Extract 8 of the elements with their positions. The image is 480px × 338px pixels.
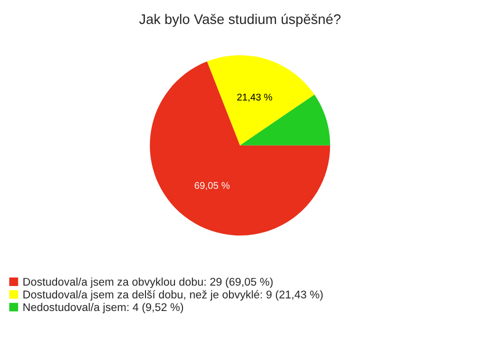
pie-slice bbox=[150, 61, 330, 236]
pie-slice bbox=[207, 55, 314, 146]
data-label: 21,43 % bbox=[237, 94, 272, 102]
chart-title: Jak bylo Vaše studium úspěšné? bbox=[139, 14, 341, 27]
legend-label: Dostudoval/a jsem za delší dobu, než je obvyklé: 9 (21,43 %) bbox=[23, 290, 323, 301]
legend-label: Dostudoval/a jsem za obvyklou dobu: 29 (69,05 %) bbox=[23, 278, 273, 288]
legend-label: Nedostudoval/a jsem: 4 (9,52 %) bbox=[23, 302, 184, 314]
data-label: 69,05 % bbox=[194, 182, 230, 190]
